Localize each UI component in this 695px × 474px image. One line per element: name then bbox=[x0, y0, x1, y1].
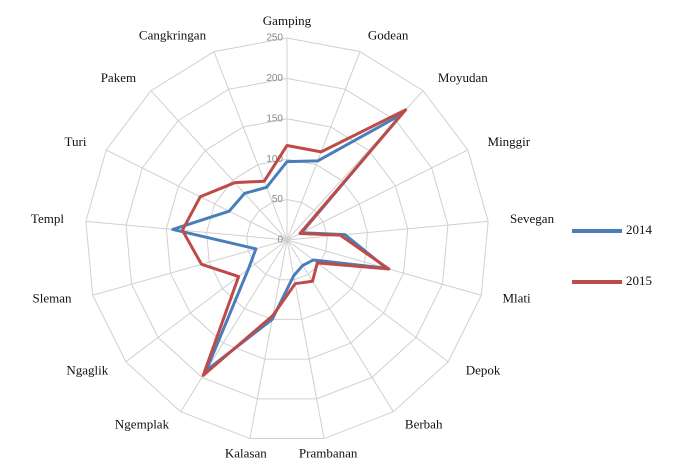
y-tick-label: 0 bbox=[277, 235, 283, 246]
category-label: Berbah bbox=[405, 416, 443, 431]
y-tick-label: 100 bbox=[266, 154, 283, 165]
spoke bbox=[125, 239, 288, 363]
category-label: Minggir bbox=[488, 134, 531, 149]
category-label: Moyudan bbox=[438, 70, 488, 85]
spoke bbox=[249, 239, 288, 439]
category-label: Pakem bbox=[101, 70, 136, 85]
category-label: Cangkringan bbox=[139, 28, 207, 43]
spoke bbox=[286, 220, 489, 241]
category-label: Templ bbox=[31, 211, 64, 226]
category-label: Turi bbox=[65, 134, 87, 149]
grid-ring bbox=[85, 37, 489, 440]
spoke bbox=[286, 239, 325, 439]
y-tick-label: 200 bbox=[266, 73, 283, 84]
legend-label: 2015 bbox=[626, 273, 652, 288]
category-label: Godean bbox=[368, 28, 409, 43]
category-label: Mlati bbox=[502, 291, 531, 306]
spoke bbox=[105, 149, 288, 241]
spoke bbox=[213, 51, 288, 241]
grid-ring bbox=[246, 199, 328, 281]
spoke bbox=[286, 239, 449, 363]
grid-ring bbox=[125, 77, 449, 400]
category-label: Gamping bbox=[263, 13, 312, 28]
series-line bbox=[180, 108, 408, 377]
spoke bbox=[150, 90, 288, 241]
category-label: Sleman bbox=[33, 291, 72, 306]
spoke bbox=[286, 51, 361, 241]
legend-label: 2014 bbox=[626, 222, 653, 237]
spoke bbox=[180, 239, 288, 413]
category-label: Ngemplak bbox=[115, 416, 170, 431]
y-tick-label: 150 bbox=[266, 113, 283, 124]
category-label: Sevegan bbox=[510, 211, 555, 226]
category-label: Ngaglik bbox=[66, 362, 108, 377]
category-label: Prambanan bbox=[299, 445, 358, 460]
category-label: Depok bbox=[466, 362, 501, 377]
spoke bbox=[286, 149, 469, 241]
y-tick-label: 250 bbox=[266, 33, 283, 44]
spoke bbox=[286, 239, 394, 413]
grid-ring bbox=[165, 118, 409, 360]
spoke bbox=[85, 220, 288, 241]
y-tick-label: 50 bbox=[272, 194, 284, 205]
category-label: Kalasan bbox=[225, 445, 267, 460]
grid-ring bbox=[206, 158, 368, 320]
